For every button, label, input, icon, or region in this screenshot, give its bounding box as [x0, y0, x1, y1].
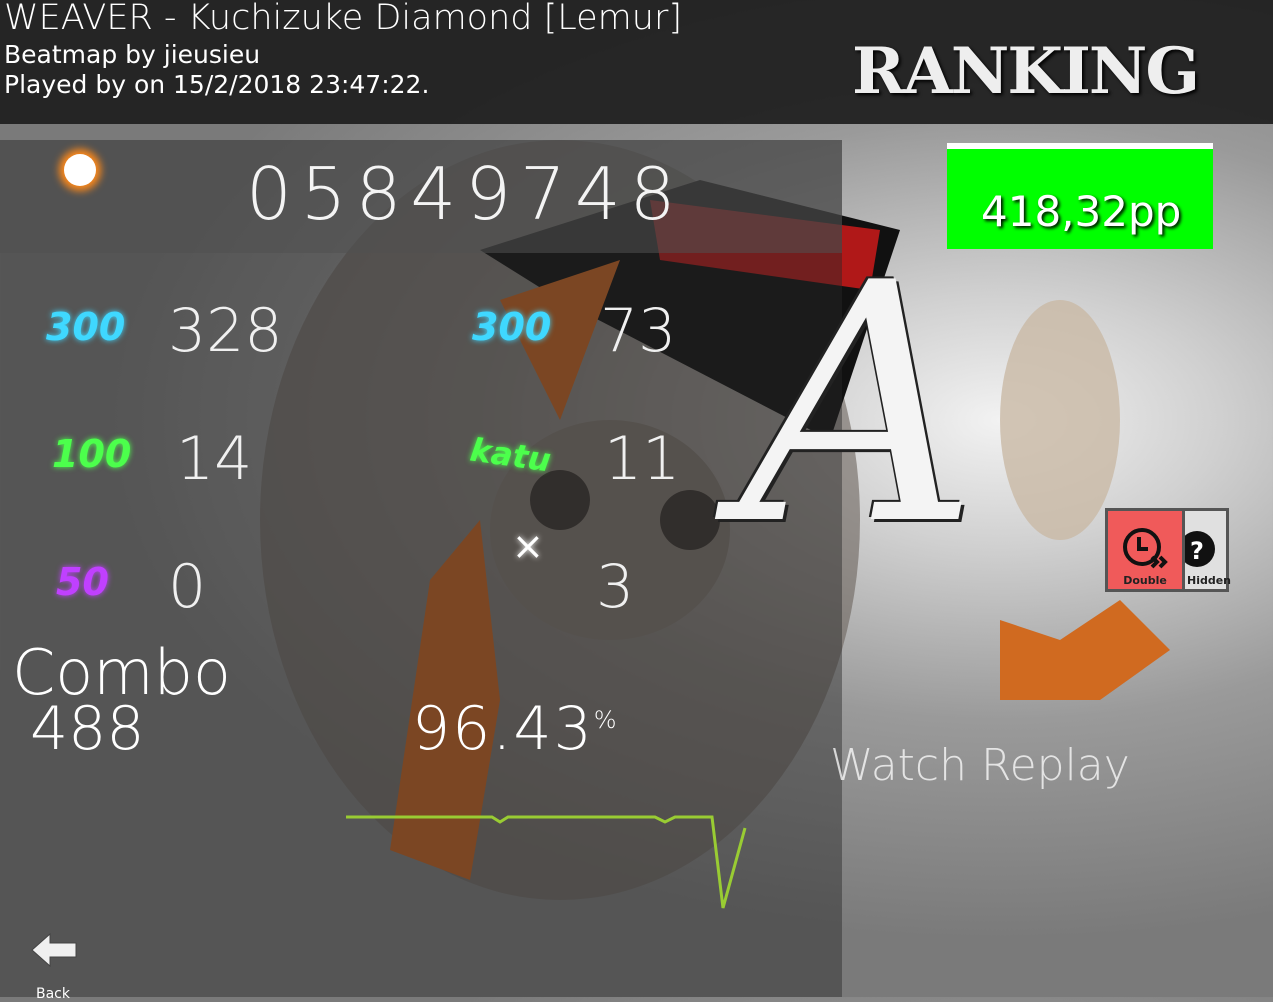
- svg-text:?: ?: [1190, 537, 1204, 565]
- beatmap-creator: Beatmap by jieusieu: [4, 40, 261, 69]
- score-bar: [0, 140, 842, 253]
- judgement-label-geki: 300: [472, 305, 552, 349]
- judgement-count-geki: 73: [600, 296, 677, 366]
- judgement-label-300: 300: [46, 305, 126, 349]
- judgement-label-50: 50: [56, 560, 109, 604]
- combo-value: 488: [30, 694, 145, 764]
- judgement-count-miss: 3: [596, 552, 635, 622]
- judgement-count-50: 0: [168, 552, 207, 622]
- score-value: 05849748: [246, 152, 685, 236]
- pp-badge: 418,32pp: [947, 143, 1213, 249]
- mod-double-time: Double: [1105, 508, 1185, 592]
- miss-icon: ×: [512, 524, 544, 568]
- double-time-icon: [1123, 528, 1168, 569]
- beatmap-title: WEAVER - Kuchizuke Diamond [Lemur]: [4, 0, 683, 38]
- watch-replay-button[interactable]: Watch Replay: [830, 740, 1130, 791]
- performance-graph-line: [346, 815, 747, 909]
- arrow-left-icon: [31, 932, 77, 968]
- judgement-count-100: 14: [176, 424, 253, 494]
- grade-letter: A: [740, 213, 979, 597]
- judgement-label-100: 100: [52, 432, 132, 476]
- combo-label: Combo: [12, 636, 231, 709]
- back-button[interactable]: Back: [30, 932, 78, 1002]
- accuracy-unit: %: [593, 706, 619, 734]
- orange-dot-icon: [64, 154, 96, 186]
- header: WEAVER - Kuchizuke Diamond [Lemur] Beatm…: [0, 0, 1273, 124]
- judgement-count-300: 328: [168, 296, 283, 366]
- accuracy-value: 96.43: [412, 694, 594, 764]
- results-panel: [0, 140, 842, 997]
- accuracy: 96.43%: [412, 694, 619, 764]
- back-label: Back: [36, 986, 70, 1002]
- pp-value: 418,32pp: [981, 187, 1182, 236]
- judgement-count-katu: 11: [604, 424, 681, 494]
- hidden-icon: ?: [1179, 531, 1215, 567]
- ranking-title: RANKING: [852, 34, 1200, 109]
- played-by: Played by on 15/2/2018 23:47:22.: [4, 70, 430, 99]
